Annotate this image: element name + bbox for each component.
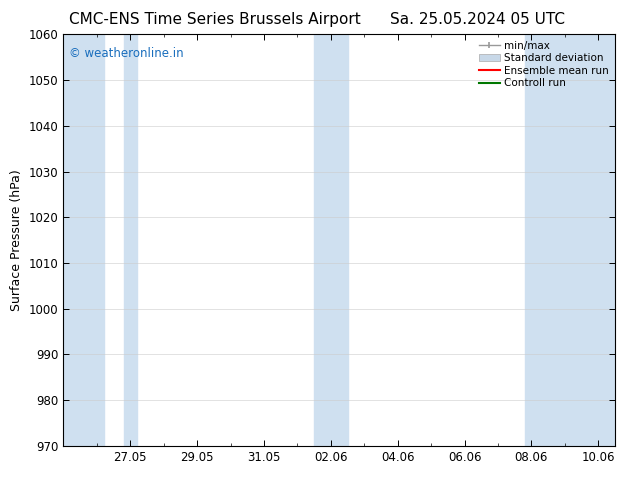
Legend: min/max, Standard deviation, Ensemble mean run, Controll run: min/max, Standard deviation, Ensemble me… [475, 36, 613, 93]
Text: CMC-ENS Time Series Brussels Airport      Sa. 25.05.2024 05 UTC: CMC-ENS Time Series Brussels Airport Sa.… [69, 12, 565, 27]
Bar [525, 34, 615, 446]
Bar [124, 34, 137, 446]
Text: © weatheronline.in: © weatheronline.in [69, 47, 183, 60]
Y-axis label: Surface Pressure (hPa): Surface Pressure (hPa) [10, 169, 23, 311]
Bar [314, 34, 347, 446]
Bar [63, 34, 103, 446]
